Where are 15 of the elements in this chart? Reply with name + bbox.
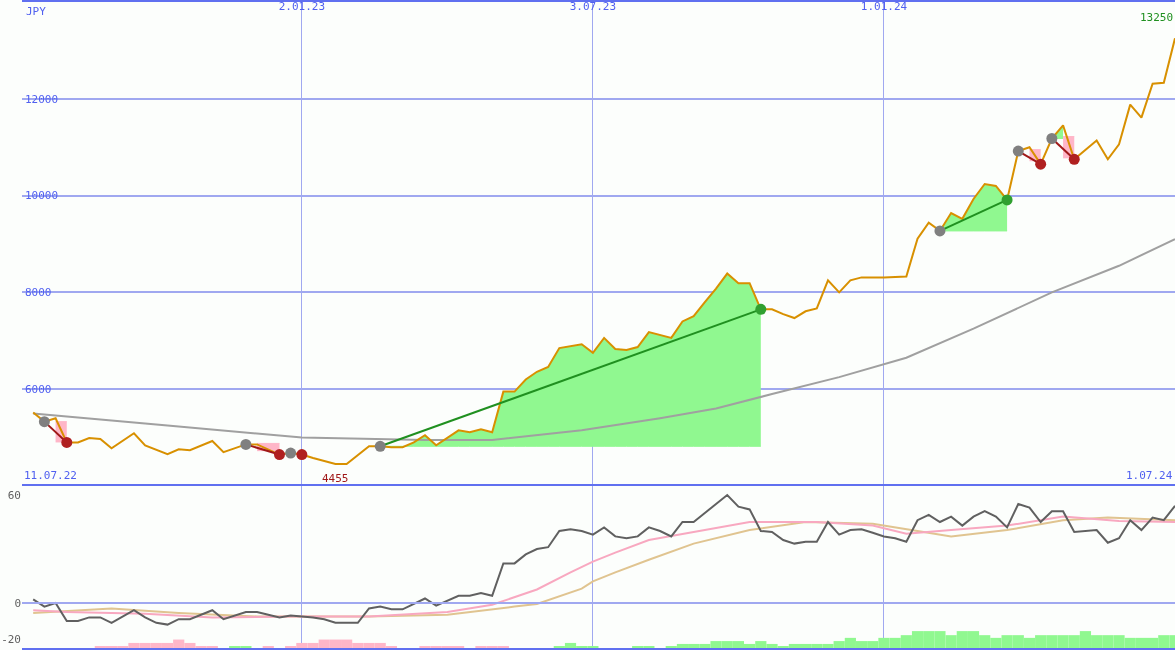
- annotation: 13250: [1140, 11, 1174, 24]
- x-tick-label: 3.07.23: [569, 0, 617, 14]
- y-tick-label: -20: [1, 632, 21, 646]
- y-tick-label: 12000: [25, 92, 59, 106]
- x-tick-label: 2.01.23: [278, 0, 326, 14]
- y-tick-label: 10000: [25, 189, 59, 203]
- y-tick-label: 8000: [25, 286, 52, 300]
- y-axis-title: JPY: [26, 5, 47, 18]
- annotation: 11.07.22: [24, 469, 77, 482]
- y-tick-label: 0: [14, 596, 21, 610]
- annotation: 4455: [322, 472, 349, 485]
- annotation: 1.07.24: [1126, 469, 1173, 482]
- x-tick-label: 1.01.24: [860, 0, 908, 14]
- y-tick-label: 60: [7, 488, 21, 502]
- y-tick-label: 6000: [25, 383, 52, 397]
